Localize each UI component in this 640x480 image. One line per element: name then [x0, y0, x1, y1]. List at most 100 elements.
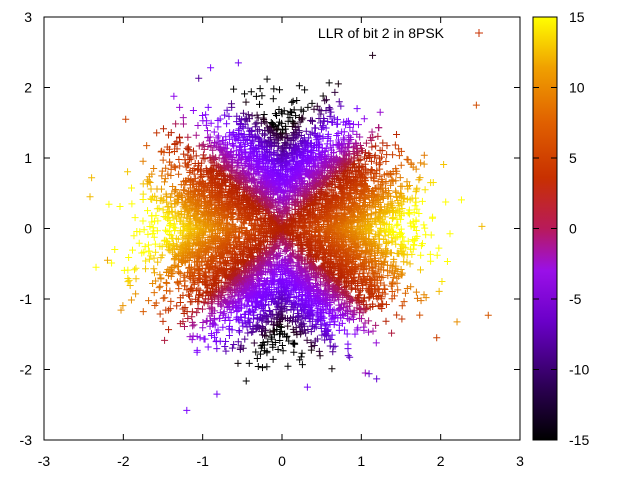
data-point [168, 235, 176, 243]
data-point [341, 326, 349, 334]
data-point [226, 135, 234, 143]
data-point [161, 178, 169, 186]
data-point [334, 80, 342, 88]
data-point [227, 309, 235, 317]
data-point [404, 209, 412, 217]
data-point [290, 285, 298, 293]
data-point [291, 135, 299, 143]
data-point [188, 198, 196, 206]
data-point [195, 290, 203, 298]
data-point [278, 126, 286, 134]
data-point [240, 238, 248, 246]
data-point [235, 228, 243, 236]
data-point [271, 338, 279, 346]
data-point [258, 92, 266, 100]
data-point [226, 152, 234, 160]
data-point [214, 282, 222, 290]
data-point [359, 198, 367, 206]
data-point [323, 332, 331, 340]
data-point [420, 221, 428, 229]
data-point [228, 139, 236, 147]
data-point [229, 130, 237, 138]
data-point [413, 294, 421, 302]
data-point [266, 328, 274, 336]
data-point [374, 132, 382, 140]
data-point [181, 282, 189, 290]
data-point [187, 155, 195, 163]
data-point [372, 142, 380, 150]
data-point [352, 203, 360, 211]
data-point [170, 163, 178, 171]
data-point [222, 133, 230, 141]
data-point [161, 336, 169, 344]
data-point [318, 331, 326, 339]
data-point [151, 240, 159, 248]
data-point [225, 112, 233, 120]
data-point [172, 120, 180, 128]
data-point [183, 213, 191, 221]
data-point [194, 285, 202, 293]
data-point [295, 190, 303, 198]
data-point [163, 287, 171, 295]
data-point [156, 282, 164, 290]
data-point [152, 212, 160, 220]
data-point [145, 297, 153, 305]
data-point [327, 212, 335, 220]
data-point [418, 240, 426, 248]
data-point [242, 377, 250, 385]
data-point [234, 359, 242, 367]
data-point [416, 174, 424, 182]
data-point [313, 157, 321, 165]
data-point [230, 128, 238, 136]
data-point [200, 299, 208, 307]
data-point [318, 125, 326, 133]
data-point [236, 119, 244, 127]
data-point [325, 229, 333, 237]
data-point [319, 92, 327, 100]
data-point [308, 99, 316, 107]
data-point [150, 269, 158, 277]
data-point [223, 120, 231, 128]
data-point [176, 270, 184, 278]
data-point [312, 320, 320, 328]
data-point [310, 183, 318, 191]
data-point [126, 282, 134, 290]
data-point [274, 345, 282, 353]
data-point [366, 134, 374, 142]
data-point [230, 340, 238, 348]
data-point [144, 207, 152, 215]
data-point [138, 249, 146, 257]
data-point [125, 254, 133, 262]
data-point [291, 339, 299, 347]
data-point [290, 340, 298, 348]
data-point [353, 105, 361, 113]
data-point [235, 151, 243, 159]
data-point [270, 251, 278, 259]
data-point [328, 365, 336, 373]
data-point [328, 118, 336, 126]
data-point [409, 245, 417, 253]
data-point [276, 205, 284, 213]
data-point [289, 97, 297, 105]
data-point [277, 327, 285, 335]
data-point [245, 359, 253, 367]
data-point [383, 142, 391, 150]
data-point [202, 317, 210, 325]
data-point [253, 127, 261, 135]
data-point [369, 51, 377, 59]
data-point [150, 165, 158, 173]
data-point [265, 181, 273, 189]
data-point [307, 196, 315, 204]
data-point [367, 157, 375, 165]
data-point [379, 194, 387, 202]
data-point [227, 260, 235, 268]
data-point [150, 254, 158, 262]
data-point [316, 189, 324, 197]
data-point [290, 348, 298, 356]
data-point [381, 257, 389, 265]
data-point [316, 352, 324, 360]
data-point [415, 210, 423, 218]
data-point [276, 336, 284, 344]
data-point [327, 108, 335, 116]
data-point [195, 142, 203, 150]
